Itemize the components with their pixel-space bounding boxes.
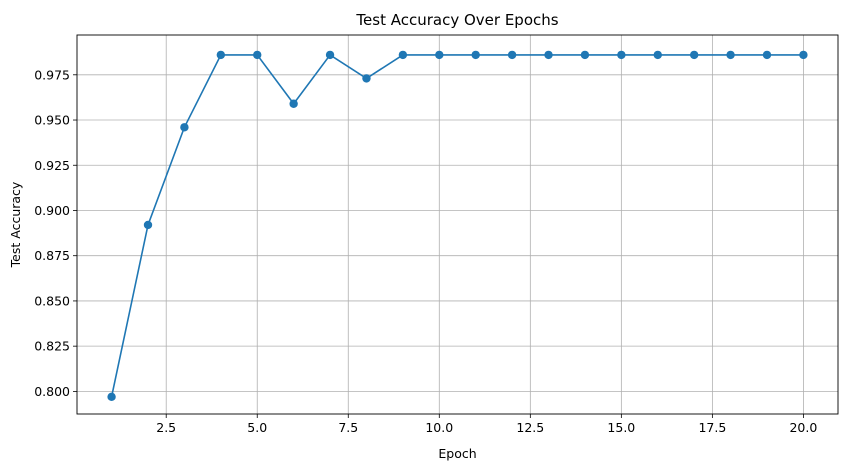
y-tick-label: 0.800 — [34, 384, 70, 399]
data-point — [107, 392, 116, 402]
y-tick-label: 0.900 — [34, 203, 70, 218]
data-point — [143, 220, 153, 230]
x-tick-label: 10.0 — [425, 420, 453, 435]
data-point — [507, 50, 517, 60]
x-axis-label: Epoch — [438, 446, 476, 461]
data-point — [762, 50, 772, 60]
data-point — [689, 50, 699, 60]
y-tick-label: 0.950 — [34, 113, 70, 128]
x-tick-label: 20.0 — [789, 420, 817, 435]
plot-frame — [76, 34, 839, 415]
x-tick-label: 15.0 — [607, 420, 635, 435]
data-point — [180, 123, 189, 132]
x-tick-label: 2.5 — [156, 420, 176, 435]
y-tick-label: 0.925 — [34, 158, 70, 173]
data-point — [580, 50, 590, 60]
y-tick-label: 0.825 — [34, 339, 70, 354]
series-layer — [107, 50, 808, 402]
data-point — [471, 50, 480, 60]
data-point — [216, 50, 226, 60]
x-tick-label: 7.5 — [338, 420, 358, 435]
x-tick-label: 12.5 — [516, 420, 544, 435]
y-tick-label: 0.850 — [34, 293, 70, 308]
data-point — [289, 99, 298, 108]
tick-layer: 2.5 5.0 7.5 10.0 12.5 15.0 17.5 20.0 0.800 0.825 0… — [34, 67, 817, 435]
data-point — [726, 50, 735, 60]
data-point — [617, 50, 626, 60]
grid-layer — [77, 35, 838, 414]
data-point — [435, 50, 444, 60]
y-tick-label: 0.875 — [34, 248, 70, 263]
data-point — [253, 50, 262, 60]
chart-title: Test Accuracy Over Epochs — [355, 11, 558, 29]
data-point — [362, 74, 371, 83]
data-point — [799, 50, 808, 60]
y-axis-label: Test Accuracy — [8, 181, 23, 268]
data-point — [544, 50, 553, 60]
data-point — [653, 50, 662, 60]
data-point — [398, 50, 408, 60]
y-tick-label: 0.975 — [34, 67, 70, 82]
data-point — [325, 50, 335, 60]
x-tick-label: 17.5 — [698, 420, 726, 435]
x-tick-label: 5.0 — [247, 420, 267, 435]
series-line — [110, 53, 804, 397]
